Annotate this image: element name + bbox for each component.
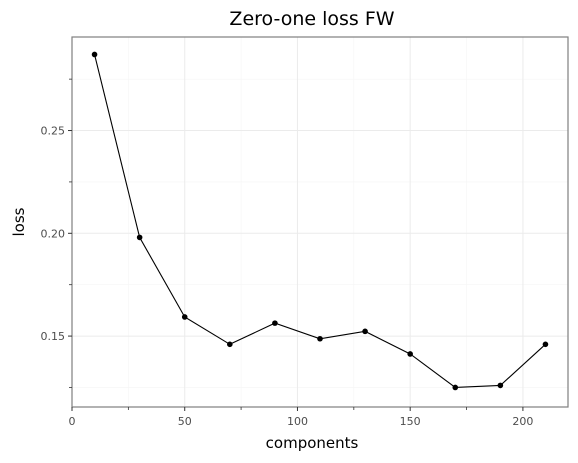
- y-tick-label: 0.15: [41, 330, 66, 343]
- data-point: [497, 382, 504, 389]
- x-axis-label: components: [266, 434, 359, 452]
- y-axis: 0.15 0.20 0.25: [41, 78, 72, 388]
- x-axis: 0 50 100 150 200: [69, 407, 533, 428]
- data-point: [362, 328, 368, 335]
- minor-grid: [72, 37, 568, 407]
- data-point: [542, 341, 549, 348]
- y-tick-label: 0.20: [41, 227, 66, 240]
- data-point: [227, 341, 233, 348]
- data-point: [136, 234, 143, 241]
- panel-border: [71, 36, 569, 408]
- x-tick-label: 0: [69, 415, 76, 428]
- y-tick-label: 0.25: [41, 125, 66, 138]
- data-point: [407, 351, 413, 357]
- x-tick-label: 200: [512, 415, 533, 428]
- chart-title: Zero-one loss FW: [229, 8, 394, 30]
- data-point: [317, 335, 323, 342]
- series-layer: [91, 51, 549, 391]
- data-point: [91, 51, 98, 58]
- data-point: [272, 320, 278, 326]
- plot-panel: [71, 36, 569, 408]
- x-tick-label: 100: [287, 415, 308, 428]
- x-tick-label: 150: [400, 415, 421, 428]
- data-point: [452, 384, 459, 391]
- data-point: [181, 314, 188, 320]
- x-tick-label: 50: [178, 415, 192, 428]
- y-axis-label: loss: [10, 207, 28, 236]
